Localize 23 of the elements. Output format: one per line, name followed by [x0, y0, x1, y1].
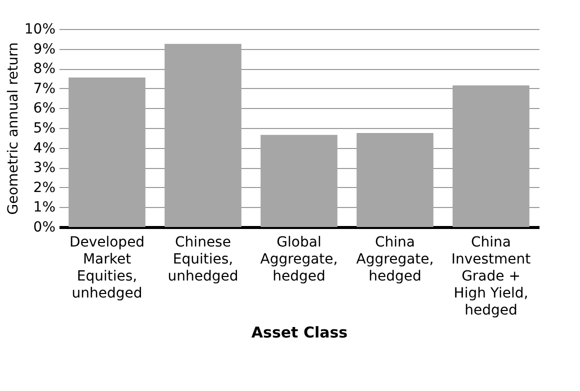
bar: [356, 132, 434, 227]
y-tick-label: 2%: [33, 180, 56, 196]
x-tick-label: Developed Market Equities, unhedged: [69, 234, 145, 302]
bar: [68, 78, 146, 227]
y-tick-label: 4%: [33, 140, 56, 156]
y-tick-label: 5%: [33, 120, 56, 136]
y-tick-label: 1%: [33, 200, 56, 216]
x-tick-label: Global Aggregate, hedged: [260, 234, 338, 284]
y-tick-label: 3%: [33, 160, 56, 176]
x-tick-label: China Aggregate, hedged: [356, 234, 434, 284]
bar: [164, 44, 242, 227]
y-tick-label: 0%: [33, 220, 56, 236]
y-tick-label: 6%: [33, 100, 56, 117]
x-tick-label: China Investment Grade + High Yield, hedged: [451, 234, 532, 318]
y-tick-label: 9%: [33, 41, 56, 58]
y-tick-label: 10%: [24, 22, 56, 38]
y-axis-title: Geometric annual return: [5, 42, 22, 215]
x-tick-label: Chinese Equities, unhedged: [168, 234, 238, 284]
x-axis-title: Asset Class: [251, 324, 348, 342]
bar: [452, 85, 530, 227]
y-tick-label: 8%: [33, 61, 56, 78]
y-tick-label: 7%: [33, 80, 56, 97]
bar: [260, 134, 338, 227]
